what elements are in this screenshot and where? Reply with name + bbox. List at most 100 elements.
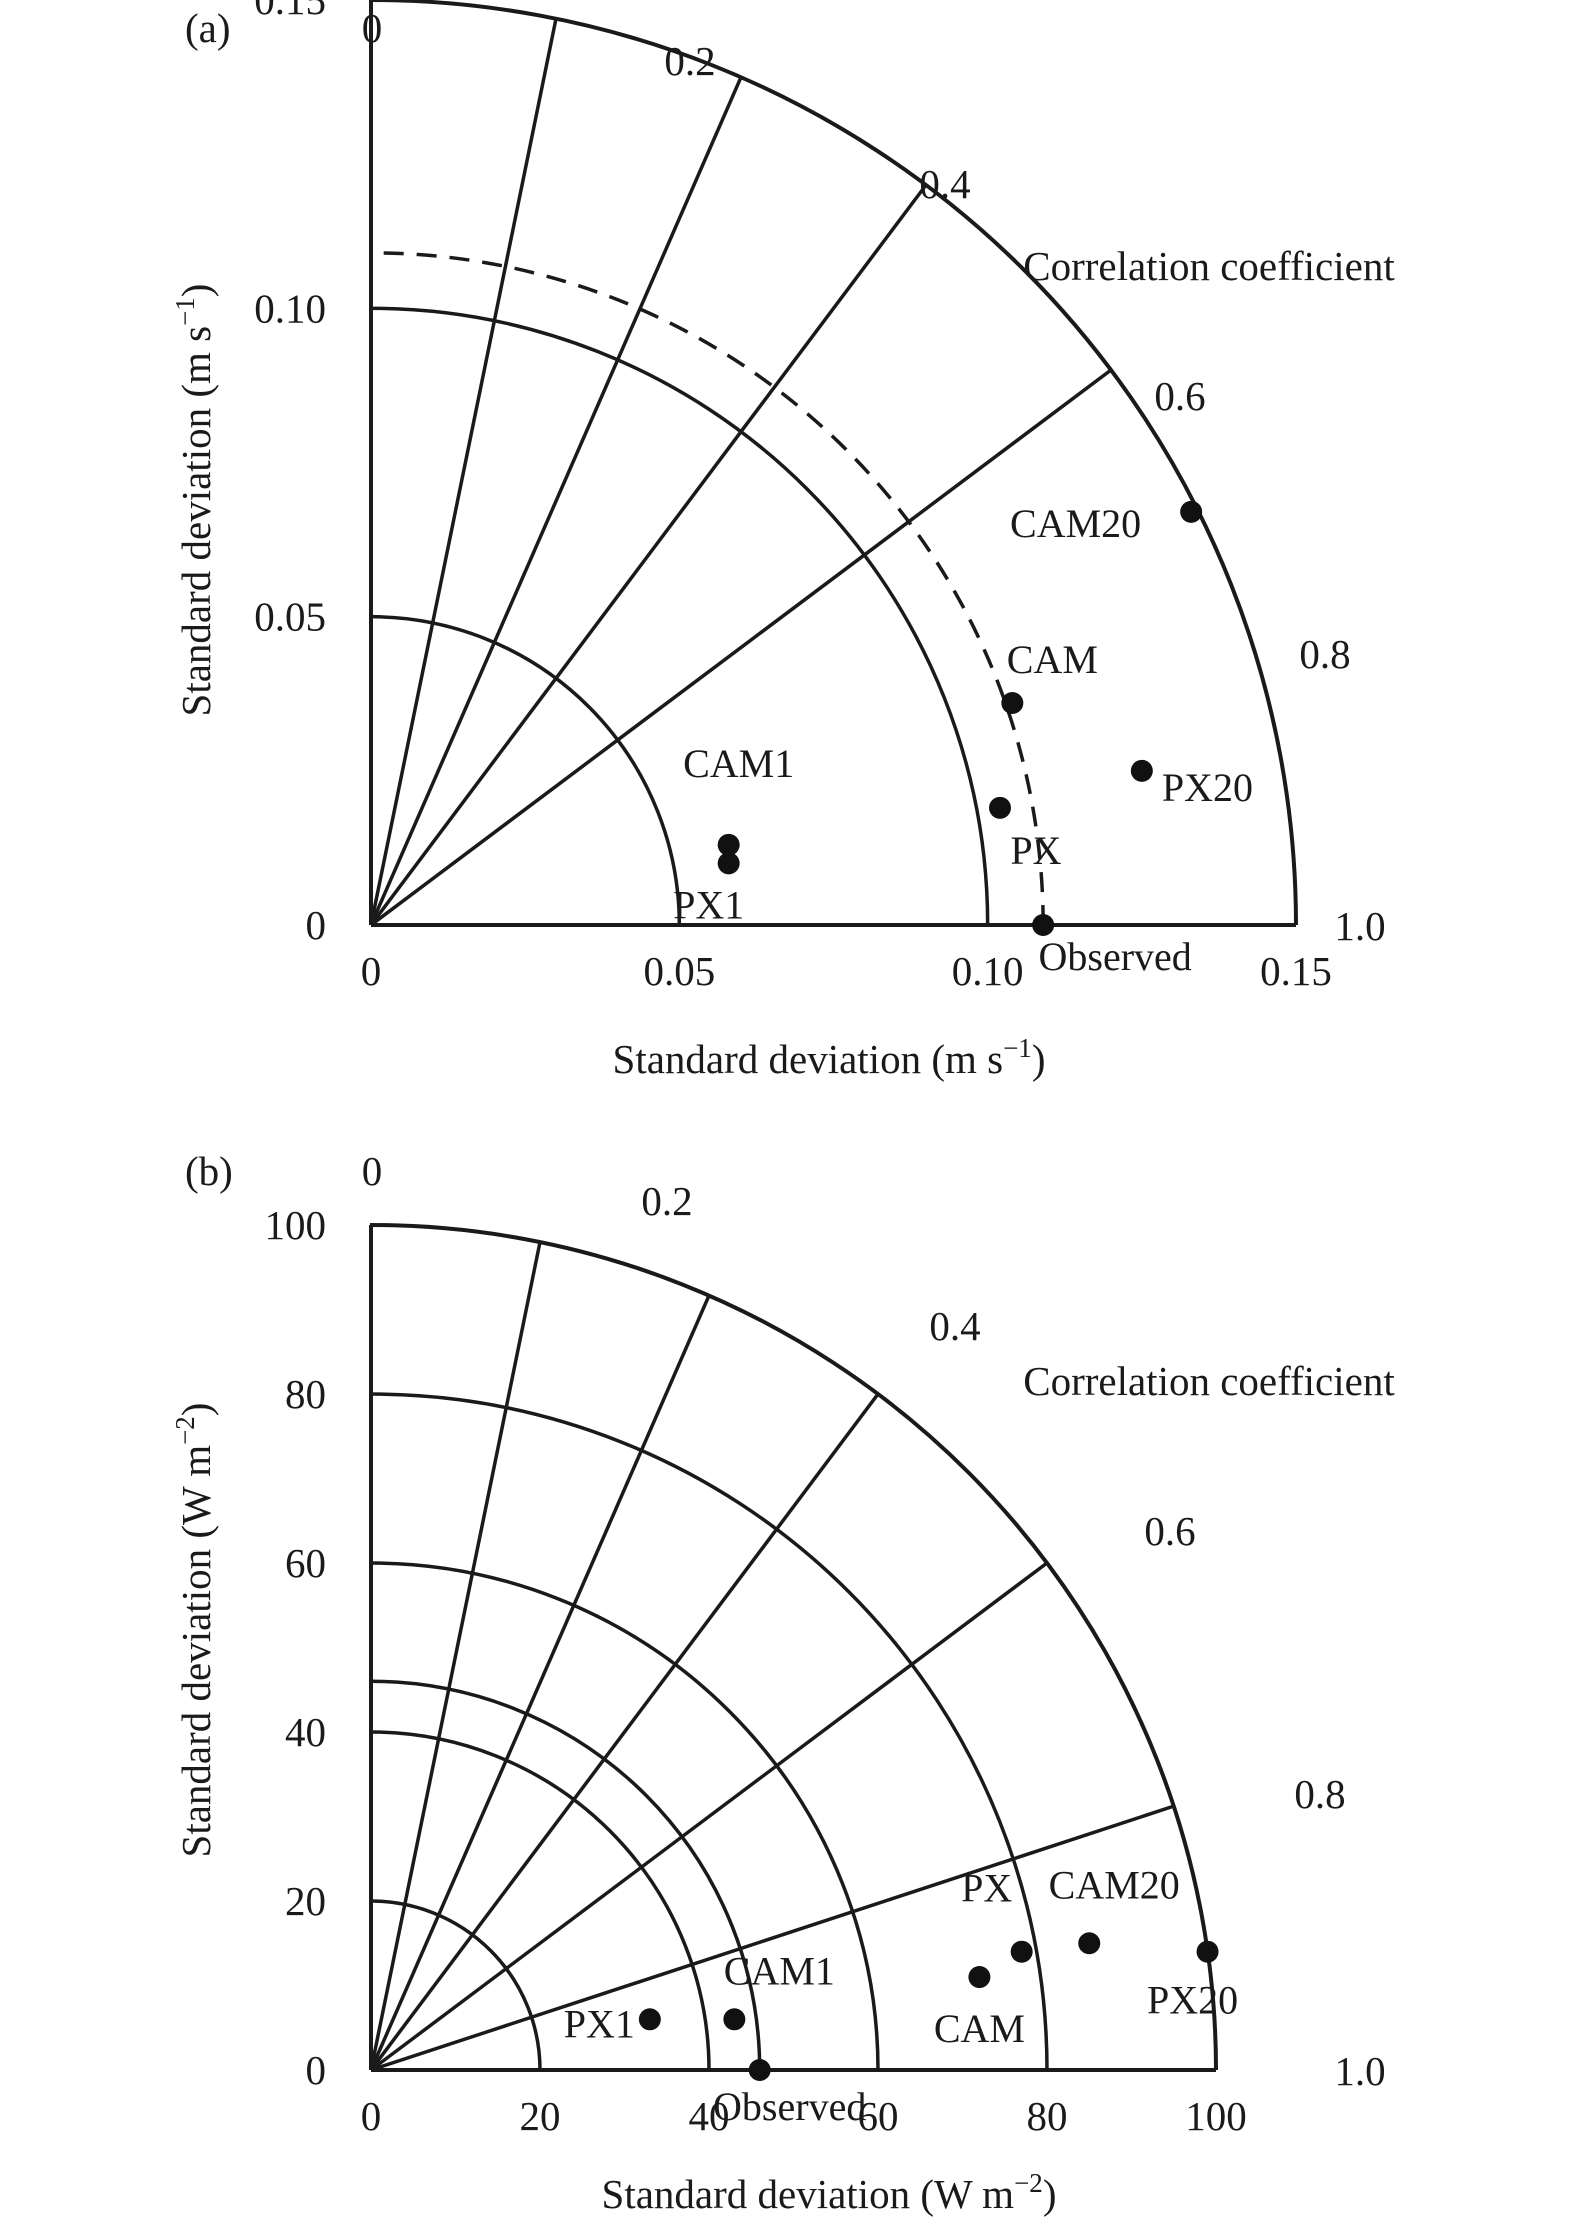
panel-a-point-observed [1032, 914, 1055, 936]
panel-b-x-tick-label: 80 [1027, 2093, 1068, 2139]
panel-b-point-cam [968, 1966, 991, 1989]
panel-b-observed-arc [370, 1679, 762, 2071]
panel-b-x-tick-label: 60 [858, 2093, 899, 2139]
panel-a-x-tick-label: 0 [361, 948, 382, 994]
panel-a-y-tick-label: 0.15 [254, 0, 326, 23]
panel-a-corr-label: 0 [362, 5, 383, 51]
panel-b-corr-line [369, 1241, 542, 2071]
panel-a-x-tick-label: 0.15 [1260, 948, 1332, 994]
panel-b-corr-label: 0 [362, 1148, 383, 1194]
panel-a-observed-arc [370, 251, 1045, 926]
panel-a-std-arc [370, 306, 990, 926]
panel-a-y-tick-label: 0.05 [254, 594, 326, 640]
panel-a-y-tick-label: 0 [306, 902, 327, 948]
panel-a-corr-label: 1.0 [1334, 903, 1385, 949]
panel-a-corr-line [369, 183, 928, 927]
panel-a-point-label-cam20: CAM20 [1010, 501, 1141, 546]
panel-a-corr-label: 0.6 [1154, 373, 1205, 419]
panel-b-y-axis-title-main: Standard deviation (W m [173, 1445, 219, 1858]
panel-a-y-axis-title: Standard deviation (m s−1) [170, 284, 219, 717]
panel-a-corr-line [369, 368, 1113, 927]
panel-b-y-tick-label: 20 [285, 1878, 326, 1924]
panel-a-point-px1 [717, 852, 740, 875]
panel-b-panel-label: (b) [185, 1148, 233, 1194]
panel-b-corr-line [370, 1804, 1175, 2072]
panel-b-point-cam20 [1078, 1932, 1101, 1955]
panel-b-corr-label: 1.0 [1334, 2048, 1385, 2094]
panel-a-corr-label: 0.8 [1299, 631, 1350, 677]
panel-a-point-label-px1: PX1 [673, 882, 744, 927]
panel-a-panel-label: (a) [185, 5, 231, 51]
panel-a-point-px [989, 796, 1011, 819]
panel-a-point-label-cam: CAM [1007, 637, 1098, 682]
panel-b-x-axis-title-sup: −2 [1014, 2168, 1043, 2198]
panel-b-corr-line [369, 1561, 1049, 2072]
panel-a-y-axis-title-sup: −1 [170, 297, 200, 326]
panel-b-point-px20 [1196, 1940, 1219, 1963]
panel-b-corr-label: 0.6 [1144, 1508, 1195, 1554]
panel-b-point-label-cam20: CAM20 [1049, 1862, 1180, 1907]
panel-b: 00202040406060808010010000.20.40.60.81.0… [170, 1148, 1395, 2217]
panel-a-corr-axis-title: Correlation coefficient [1023, 243, 1395, 289]
panel-b-y-tick-label: 60 [285, 1540, 326, 1586]
panel-a-point-cam1 [717, 833, 740, 856]
panel-b-y-axis-title-end: ) [173, 1403, 219, 1417]
panel-b-x-axis-title-end: ) [1043, 2171, 1057, 2217]
panel-b-point-label-px1: PX1 [564, 2001, 635, 2046]
panel-a-x-axis-title-end: ) [1032, 1036, 1046, 1082]
panel-b-std-arc [370, 1899, 542, 2071]
panel-b-point-label-observed: Observed [713, 2084, 866, 2129]
panel-b-corr-label: 0.4 [929, 1303, 980, 1349]
panel-b-y-axis-title-sup: −2 [170, 1416, 200, 1445]
panel-b-point-observed [748, 2059, 771, 2081]
panel-a-corr-label: 0.2 [664, 38, 715, 84]
panel-b-point-label-px20: PX20 [1147, 1978, 1238, 2023]
panel-b-point-cam1 [723, 2008, 746, 2031]
panel-a-x-axis-title-main: Standard deviation (m s [613, 1036, 1004, 1082]
panel-a-point-cam20 [1180, 500, 1203, 523]
panel-a-point-px20 [1130, 759, 1153, 782]
panel-b-corr-line [369, 1294, 711, 2071]
panel-a-x-axis-title-sup: −1 [1003, 1033, 1032, 1063]
panel-a-y-axis-title-end: ) [173, 284, 219, 298]
panel-b-corr-line [369, 1392, 880, 2072]
panel-b-y-tick-label: 100 [265, 1202, 327, 1248]
panel-b-point-label-px: PX [961, 1866, 1012, 1911]
panel-b-x-tick-label: 20 [520, 2093, 561, 2139]
panel-a-std-arc [370, 614, 682, 926]
panel-a-std-arc [370, 0, 1298, 926]
panel-b-x-axis-title: Standard deviation (W m−2) [602, 2168, 1057, 2217]
panel-b-corr-axis-title: Correlation coefficient [1023, 1358, 1395, 1404]
panel-b-std-arc [370, 1561, 880, 2071]
panel-b-std-arc [370, 1392, 1049, 2071]
panel-b-point-label-cam: CAM [934, 2006, 1025, 2051]
panel-a-point-label-px: PX [1010, 828, 1061, 873]
panel-a-point-label-observed: Observed [1039, 934, 1192, 979]
panel-b-x-tick-label: 40 [689, 2093, 730, 2139]
panel-b-x-axis-title-main: Standard deviation (W m [602, 2171, 1015, 2217]
panel-b-x-tick-label: 0 [361, 2093, 382, 2139]
panel-b-y-tick-label: 40 [285, 1709, 326, 1755]
panel-b-y-tick-label: 80 [285, 1371, 326, 1417]
panel-a: 000.050.050.100.100.150.1500.20.40.60.81… [170, 0, 1395, 1082]
panel-a-x-axis-title: Standard deviation (m s−1) [613, 1033, 1046, 1082]
panel-a-corr-line [369, 18, 558, 926]
panel-a-y-tick-label: 0.10 [254, 285, 326, 331]
panel-a-corr-line [369, 76, 743, 926]
panel-b-x-tick-label: 100 [1185, 2093, 1247, 2139]
panel-b-y-axis-title: Standard deviation (W m−2) [170, 1403, 219, 1858]
panel-b-point-px [1010, 1940, 1033, 1963]
panel-a-x-tick-label: 0.10 [952, 948, 1024, 994]
panel-b-y-tick-label: 0 [306, 2047, 327, 2093]
panel-a-x-tick-label: 0.05 [643, 948, 715, 994]
panel-b-std-arc [370, 1223, 1218, 2071]
panel-b-corr-label: 0.2 [641, 1178, 692, 1224]
panel-b-point-label-cam1: CAM1 [724, 1948, 835, 1993]
panel-a-y-axis-title-main: Standard deviation (m s [173, 326, 219, 717]
panel-b-corr-label: 0.8 [1294, 1771, 1345, 1817]
panel-b-point-px1 [638, 2008, 661, 2031]
panel-a-corr-label: 0.4 [919, 161, 970, 207]
panel-a-point-label-cam1: CAM1 [683, 741, 794, 786]
panel-a-point-label-px20: PX20 [1162, 765, 1253, 810]
panel-a-point-cam [1001, 692, 1024, 714]
